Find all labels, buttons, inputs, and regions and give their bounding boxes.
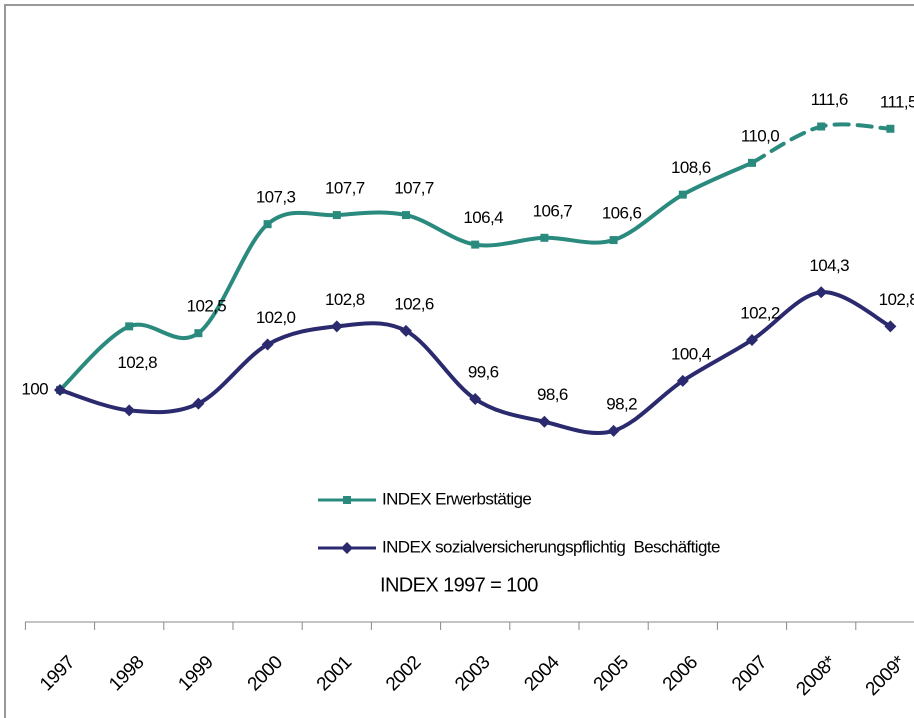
data-label: 102,5 (187, 297, 227, 316)
marker (609, 236, 618, 245)
marker (125, 322, 134, 331)
data-label: 100 (21, 379, 48, 398)
x-tick-label: 2000 (244, 652, 287, 695)
x-tick-label: 1997 (36, 652, 79, 695)
marker (330, 320, 343, 333)
marker (194, 329, 203, 338)
marker (746, 333, 758, 346)
marker (540, 233, 549, 242)
data-label: 102,8 (879, 290, 914, 309)
marker (607, 424, 620, 437)
marker (676, 374, 689, 387)
data-label: 107,7 (325, 179, 365, 198)
data-label: 104,3 (809, 256, 849, 275)
data-label: 107,3 (256, 188, 296, 207)
marker (341, 542, 353, 554)
data-label: 106,6 (602, 204, 642, 223)
marker (263, 220, 272, 229)
data-label: 107,7 (394, 179, 434, 198)
data-label: 106,4 (463, 208, 503, 227)
data-label: 106,7 (533, 201, 573, 220)
x-tick-label: 2006 (659, 652, 702, 695)
x-tick-label: 2009* (862, 651, 911, 700)
data-label: 99,6 (468, 363, 499, 382)
note: INDEX 1997 = 100 (380, 574, 538, 596)
data-label: 108,6 (671, 158, 711, 177)
marker (538, 415, 551, 428)
marker (402, 211, 410, 220)
marker (400, 324, 412, 337)
x-tick-label: 2003 (451, 652, 494, 695)
data-label: 98,6 (537, 385, 568, 404)
marker (343, 496, 351, 504)
x-tick-label: 2007 (728, 652, 771, 695)
legend-label: INDEX sozialversicherungspflichtig Besch… (382, 537, 720, 556)
x-tick-label: 2002 (382, 652, 425, 695)
frame (4, 4, 914, 718)
marker (192, 397, 205, 410)
legend-label: INDEX Erwerbstätige (382, 489, 531, 508)
marker (261, 338, 274, 351)
data-label: 102,8 (325, 290, 365, 309)
marker (748, 158, 756, 167)
data-label: 102,2 (740, 303, 780, 322)
data-label: 111,6 (811, 90, 848, 109)
marker (815, 286, 828, 299)
series-line (58, 160, 754, 392)
data-label: 102,8 (117, 353, 157, 372)
x-tick-label: 1999 (174, 652, 217, 695)
x-tick-label: 2004 (520, 652, 564, 696)
x-tick-label: 2001 (313, 652, 356, 695)
marker (471, 240, 480, 249)
x-tick-label: 2008* (792, 651, 841, 700)
data-label: 111,5 (880, 92, 914, 111)
data-label: 98,2 (606, 394, 637, 413)
marker (332, 211, 341, 220)
marker (469, 393, 482, 406)
marker (123, 404, 136, 417)
x-tick-label: 1998 (105, 652, 148, 695)
marker (678, 190, 687, 199)
marker (817, 122, 826, 131)
data-label: 110,0 (741, 126, 779, 145)
marker (884, 320, 897, 333)
marker (54, 383, 66, 396)
data-label: 102,6 (394, 294, 434, 313)
data-label: 100,4 (671, 344, 711, 363)
data-label: 102,0 (256, 308, 296, 327)
marker (886, 124, 895, 133)
x-tick-label: 2005 (590, 652, 633, 695)
